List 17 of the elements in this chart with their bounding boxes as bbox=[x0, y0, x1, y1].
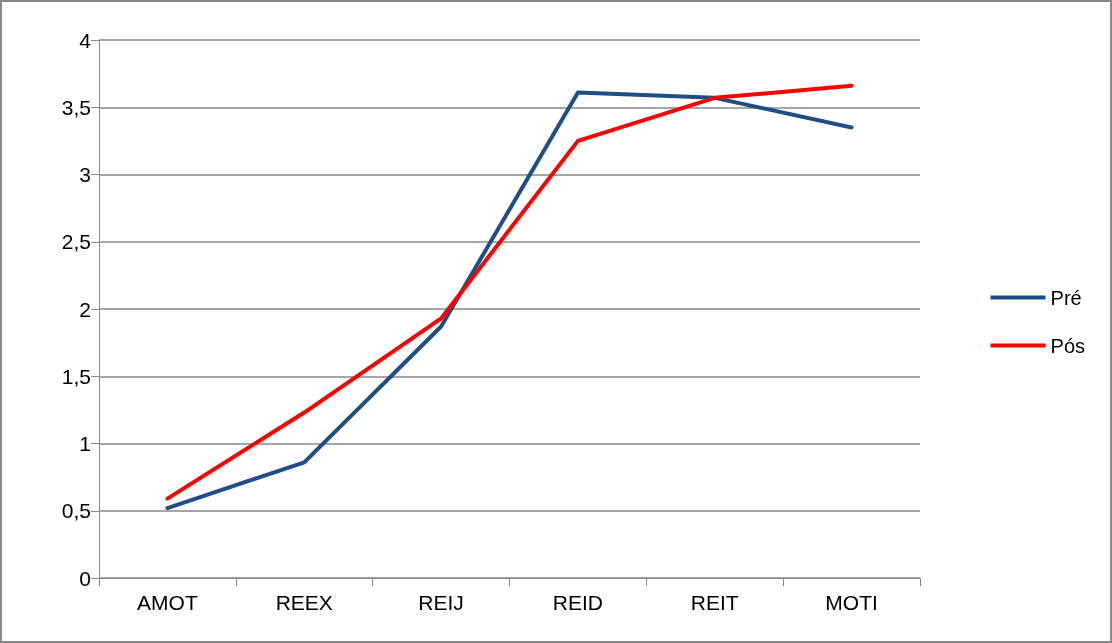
y-tick-label: 0,5 bbox=[61, 499, 91, 523]
y-tick-label: 4 bbox=[79, 28, 92, 52]
x-tick-label: REEX bbox=[275, 591, 333, 614]
legend-label: Pré bbox=[1050, 286, 1082, 309]
y-tick-label: 2,5 bbox=[61, 230, 91, 254]
y-tick-label: 2 bbox=[79, 297, 91, 321]
y-tick-label: 0 bbox=[79, 566, 91, 590]
y-tick-label: 3 bbox=[79, 163, 91, 186]
y-tick-label: 1,5 bbox=[61, 364, 91, 388]
y-tick-label: 3,5 bbox=[61, 95, 91, 119]
x-tick-label: REID bbox=[552, 591, 604, 614]
x-tick-label: AMOT bbox=[137, 591, 198, 614]
x-tick-label: REIT bbox=[690, 591, 739, 614]
y-tick-label: 1 bbox=[79, 432, 91, 455]
legend-label: Pós bbox=[1050, 334, 1086, 357]
x-tick-label: REIJ bbox=[418, 591, 464, 614]
x-tick-label: MOTI bbox=[825, 591, 878, 614]
